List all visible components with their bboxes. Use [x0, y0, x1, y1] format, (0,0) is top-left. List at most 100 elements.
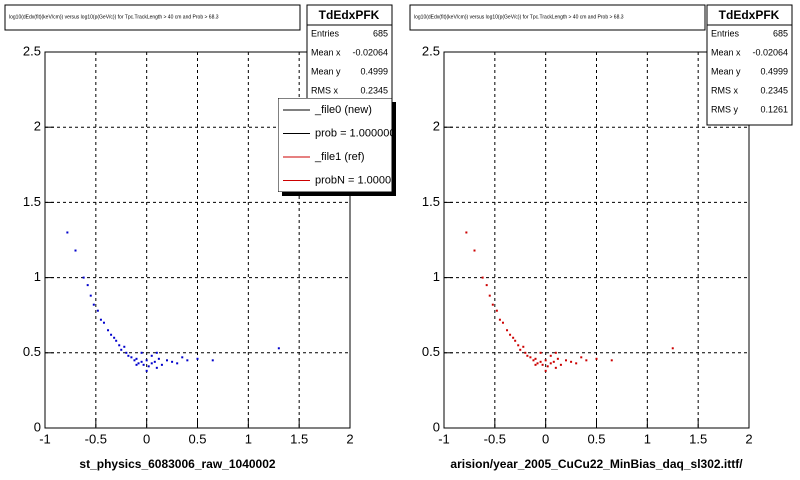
stats-label: RMS y — [711, 104, 739, 114]
point — [501, 321, 504, 324]
plot-border — [443, 51, 750, 429]
point — [113, 336, 116, 339]
point — [554, 366, 557, 369]
point — [110, 333, 113, 336]
point — [196, 357, 199, 360]
point — [485, 284, 488, 287]
point — [66, 231, 69, 234]
point — [595, 357, 598, 360]
stats-value: 685 — [773, 28, 788, 38]
point — [509, 333, 512, 336]
stats-label: RMS x — [711, 85, 739, 95]
point — [135, 363, 138, 366]
point — [145, 359, 148, 362]
point — [565, 359, 567, 362]
point — [157, 357, 160, 360]
chart-title: log10(dEdx(fit)(keV/cm)) versus log10(p(… — [9, 14, 219, 20]
point — [155, 366, 158, 369]
point — [534, 363, 537, 366]
stats-value: 685 — [373, 28, 388, 38]
point — [133, 359, 136, 362]
x-tick-label: -1 — [438, 431, 450, 446]
stats-value: 0.1261 — [760, 104, 788, 114]
legend-label: probN = 1.000000 — [315, 174, 403, 186]
point — [570, 360, 573, 363]
point — [532, 359, 535, 362]
point — [211, 359, 214, 362]
stats-label: Entries — [311, 28, 340, 38]
title-box — [4, 4, 301, 31]
point — [147, 365, 150, 368]
legend-label: _file1 (ref) — [314, 151, 365, 163]
stats-value: -0.02064 — [352, 47, 388, 57]
legend-label: prob = 1.000000 — [315, 127, 395, 139]
point — [150, 362, 153, 365]
point — [86, 284, 89, 287]
x-tick-label: 2 — [745, 431, 752, 446]
point — [539, 360, 542, 363]
plot-border — [44, 51, 351, 429]
stats-value: 0.4999 — [760, 66, 788, 76]
x-tick-label: 1.5 — [689, 431, 707, 446]
point — [506, 329, 509, 332]
point — [473, 249, 476, 252]
point — [125, 351, 128, 354]
point — [514, 339, 517, 342]
point — [610, 359, 613, 362]
point — [120, 348, 123, 351]
legend-box — [278, 98, 392, 192]
point — [99, 318, 102, 321]
y-tick-label: 2 — [433, 119, 440, 134]
x-tick-label: -1 — [39, 431, 51, 446]
x-tick-label: -0.5 — [484, 431, 506, 446]
point — [534, 357, 537, 360]
point — [544, 359, 547, 362]
point — [554, 351, 557, 354]
point — [102, 321, 105, 324]
point — [150, 354, 153, 357]
point — [539, 351, 542, 354]
point — [153, 360, 156, 363]
x-axis-label: st_physics_6083006_raw_1040002 — [79, 457, 275, 471]
point — [127, 354, 130, 357]
x-tick-label: 0.5 — [188, 431, 206, 446]
point — [74, 249, 77, 252]
chart-title: log10(dEdx(fit)(keV/cm)) versus log10(p(… — [414, 14, 624, 20]
point — [142, 363, 145, 366]
point — [140, 351, 143, 354]
y-tick-label: 0.5 — [422, 344, 440, 359]
point — [465, 231, 468, 234]
point — [186, 359, 189, 362]
point — [512, 336, 515, 339]
point — [481, 276, 484, 279]
y-tick-label: 0 — [34, 419, 41, 434]
point — [155, 351, 158, 354]
point — [519, 348, 522, 351]
stats-value: 0.4999 — [360, 66, 388, 76]
point — [559, 363, 562, 366]
point — [495, 309, 498, 312]
point — [549, 362, 552, 365]
point — [546, 365, 549, 368]
stats-label: Mean x — [311, 47, 341, 57]
x-tick-label: 1.5 — [290, 431, 308, 446]
stats-box — [306, 4, 393, 107]
stats-label: Mean y — [711, 66, 741, 76]
y-tick-label: 0.5 — [23, 344, 41, 359]
point — [123, 345, 126, 348]
point — [491, 303, 494, 306]
stats-name: TdEdxPFK — [719, 8, 780, 22]
x-tick-label: -0.5 — [85, 431, 107, 446]
stats-value: -0.02064 — [752, 47, 788, 57]
stats-value: 0.2345 — [360, 85, 388, 95]
point — [160, 363, 163, 366]
point — [671, 347, 674, 350]
stats-label: RMS x — [311, 85, 339, 95]
y-tick-label: 2 — [34, 119, 41, 134]
title-box — [409, 4, 706, 31]
point — [552, 360, 555, 363]
point — [96, 309, 99, 312]
point — [541, 363, 544, 366]
point — [498, 318, 501, 321]
y-tick-label: 1 — [34, 269, 41, 284]
